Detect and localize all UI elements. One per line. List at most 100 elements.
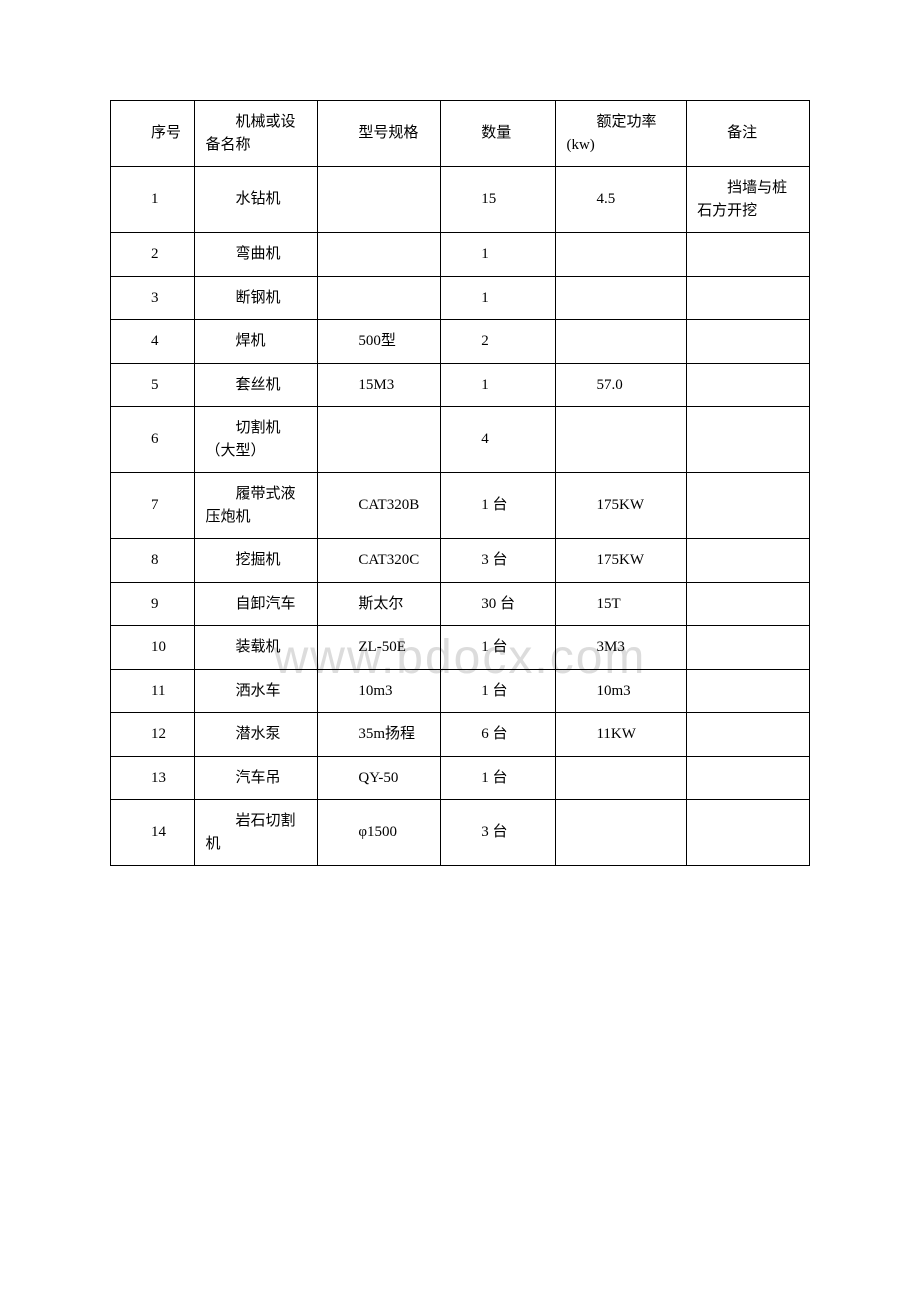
cell-qty: 4 [441,407,556,473]
cell-qty: 1 [441,363,556,407]
cell-seq: 2 [111,233,195,277]
cell-power [556,407,687,473]
cell-spec: 35m扬程 [318,713,441,757]
cell-spec: 500型 [318,320,441,364]
cell-name: 焊机 [195,320,318,364]
cell-seq: 12 [111,713,195,757]
col-header: 序号 [111,101,195,167]
cell-note [687,756,810,800]
cell-name: 岩石切割机 [195,800,318,866]
table-header-row: 序号 机械或设备名称 型号规格 数量 额定功率(kw) 备注 [111,101,810,167]
cell-note [687,800,810,866]
cell-note [687,407,810,473]
cell-spec: ZL-50E [318,626,441,670]
cell-qty: 1 [441,276,556,320]
cell-qty: 1 台 [441,756,556,800]
cell-name: 自卸汽车 [195,582,318,626]
cell-power: 4.5 [556,167,687,233]
cell-seq: 10 [111,626,195,670]
cell-spec: φ1500 [318,800,441,866]
cell-power [556,800,687,866]
table-row: 4 焊机 500型 2 [111,320,810,364]
cell-note [687,626,810,670]
cell-power: 15T [556,582,687,626]
cell-name: 洒水车 [195,669,318,713]
cell-note [687,363,810,407]
cell-seq: 4 [111,320,195,364]
cell-note [687,276,810,320]
table-row: 9 自卸汽车 斯太尔 30 台 15T [111,582,810,626]
cell-seq: 7 [111,473,195,539]
cell-note [687,320,810,364]
cell-seq: 3 [111,276,195,320]
cell-qty: 3 台 [441,539,556,583]
table-row: 1 水钻机 15 4.5 挡墙与桩石方开挖 [111,167,810,233]
col-header: 额定功率(kw) [556,101,687,167]
cell-spec [318,233,441,277]
cell-power [556,276,687,320]
cell-power: 175KW [556,473,687,539]
cell-seq: 8 [111,539,195,583]
cell-name: 水钻机 [195,167,318,233]
table-row: 13 汽车吊 QY-50 1 台 [111,756,810,800]
table-row: 10 装载机 ZL-50E 1 台 3M3 [111,626,810,670]
cell-spec [318,276,441,320]
table-row: 6 切割机（大型） 4 [111,407,810,473]
cell-spec: QY-50 [318,756,441,800]
cell-seq: 11 [111,669,195,713]
cell-name: 履带式液压炮机 [195,473,318,539]
cell-note [687,669,810,713]
cell-qty: 1 台 [441,626,556,670]
cell-note [687,233,810,277]
cell-qty: 1 台 [441,473,556,539]
cell-note [687,713,810,757]
cell-power: 10m3 [556,669,687,713]
table-row: 12 潜水泵 35m扬程 6 台 11KW [111,713,810,757]
cell-name: 装载机 [195,626,318,670]
cell-power [556,320,687,364]
cell-name: 弯曲机 [195,233,318,277]
table-body: 序号 机械或设备名称 型号规格 数量 额定功率(kw) 备注 1 水钻机 15 … [111,101,810,866]
cell-note [687,473,810,539]
cell-name: 潜水泵 [195,713,318,757]
cell-seq: 9 [111,582,195,626]
cell-qty: 1 台 [441,669,556,713]
cell-name: 切割机（大型） [195,407,318,473]
cell-note: 挡墙与桩石方开挖 [687,167,810,233]
cell-power [556,756,687,800]
cell-spec: 斯太尔 [318,582,441,626]
cell-spec: CAT320B [318,473,441,539]
cell-note [687,539,810,583]
cell-power: 11KW [556,713,687,757]
cell-spec: 15M3 [318,363,441,407]
cell-power: 3M3 [556,626,687,670]
col-header: 数量 [441,101,556,167]
table-row: 3 断钢机 1 [111,276,810,320]
cell-qty: 30 台 [441,582,556,626]
cell-name: 汽车吊 [195,756,318,800]
cell-spec: CAT320C [318,539,441,583]
col-header: 备注 [687,101,810,167]
cell-name: 断钢机 [195,276,318,320]
col-header: 型号规格 [318,101,441,167]
cell-seq: 5 [111,363,195,407]
cell-spec: 10m3 [318,669,441,713]
cell-power: 57.0 [556,363,687,407]
cell-seq: 14 [111,800,195,866]
cell-power: 175KW [556,539,687,583]
cell-name: 套丝机 [195,363,318,407]
table-row: 2 弯曲机 1 [111,233,810,277]
cell-qty: 15 [441,167,556,233]
cell-qty: 3 台 [441,800,556,866]
cell-spec [318,167,441,233]
table-row: 11 洒水车 10m3 1 台 10m3 [111,669,810,713]
cell-qty: 6 台 [441,713,556,757]
cell-name: 挖掘机 [195,539,318,583]
cell-qty: 1 [441,233,556,277]
cell-note [687,582,810,626]
equipment-table: 序号 机械或设备名称 型号规格 数量 额定功率(kw) 备注 1 水钻机 15 … [110,100,810,866]
cell-seq: 1 [111,167,195,233]
cell-seq: 6 [111,407,195,473]
table-row: 7 履带式液压炮机 CAT320B 1 台 175KW [111,473,810,539]
table-row: 5 套丝机 15M3 1 57.0 [111,363,810,407]
